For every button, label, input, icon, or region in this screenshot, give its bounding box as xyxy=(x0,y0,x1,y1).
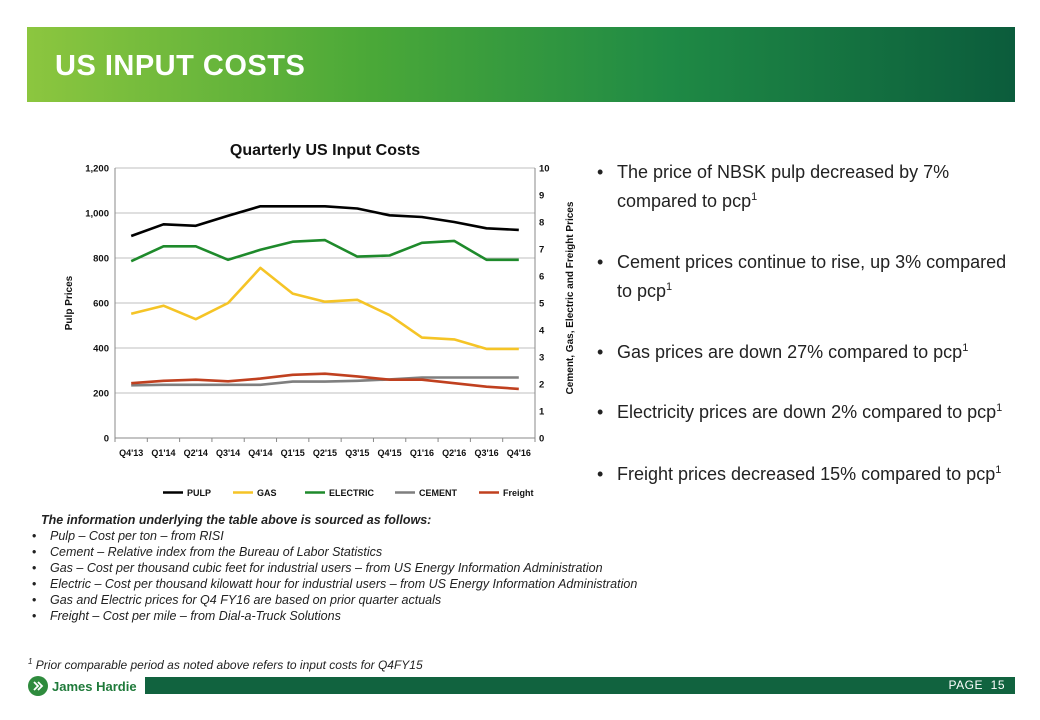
legend-label-pulp: PULP xyxy=(187,488,211,498)
y-tick-label: 800 xyxy=(93,254,109,265)
y-tick-label: 1,200 xyxy=(85,164,109,175)
y-tick-label: 600 xyxy=(93,299,109,310)
bullet-cement-text: Cement prices continue to rise, up 3% co… xyxy=(617,252,1007,301)
x-tick-label: Q4'16 xyxy=(507,448,531,458)
y-tick-label: 1,000 xyxy=(85,209,109,220)
x-tick-label: Q1'14 xyxy=(151,448,175,458)
bullet-pulp-text: The price of NBSK pulp decreased by 7% c… xyxy=(617,162,950,211)
x-tick-label: Q3'15 xyxy=(345,448,369,458)
y2-axis-title: Cement, Gas, Electric and Freight Prices xyxy=(565,201,576,394)
y2-tick-label: 9 xyxy=(539,191,544,202)
x-tick-label: Q4'15 xyxy=(378,448,402,458)
bullet-electricity: • Electricity prices are down 2% compared… xyxy=(597,402,1003,422)
x-tick-label: Q1'15 xyxy=(281,448,305,458)
source-item: • Pulp – Cost per ton – from RISI xyxy=(32,529,224,543)
input-costs-chart: Quarterly US Input Costs 0 200 400 600 800 1,0… xyxy=(64,142,576,498)
legend-label-freight: Freight xyxy=(503,488,534,498)
y2-tick-label: 2 xyxy=(539,380,544,391)
x-tick-label: Q2'16 xyxy=(442,448,466,458)
x-tick-label: Q3'14 xyxy=(216,448,240,458)
legend-label-gas: GAS xyxy=(257,488,277,498)
bullet-cement-sup: 1 xyxy=(666,281,673,293)
source-item-text: Freight – Cost per mile – from Dial-a-Tr… xyxy=(50,609,341,623)
source-item: • Gas – Cost per thousand cubic feet for … xyxy=(32,561,603,575)
bullet-electricity-sup: 1 xyxy=(996,402,1003,414)
bullet-gas: • Gas prices are down 27% compared to pcp… xyxy=(597,342,969,362)
footnote: 1 Prior comparable period as noted above… xyxy=(28,657,423,673)
source-item-text: Gas and Electric prices for Q4 FY16 are … xyxy=(50,593,442,607)
source-item: • Gas and Electric prices for Q4 FY16 are… xyxy=(32,593,442,607)
legend-label-electric: ELECTRIC xyxy=(329,488,375,498)
series-line-cement xyxy=(131,376,519,387)
y2-tick-label: 4 xyxy=(539,326,545,337)
source-item: • Freight – Cost per mile – from Dial-a-T… xyxy=(32,609,341,623)
y-tick-label: 200 xyxy=(93,389,109,400)
bullet-gas-text: Gas prices are down 27% compared to pcp xyxy=(617,342,963,362)
source-item: • Electric – Cost per thousand kilowatt h… xyxy=(32,577,638,591)
series-line-pulp xyxy=(130,205,519,238)
x-tick-label: Q3'16 xyxy=(474,448,498,458)
series-line-freight xyxy=(131,372,519,391)
y2-tick-label: 3 xyxy=(539,353,544,364)
page-label-text: PAGE xyxy=(948,678,983,692)
footer-bar: PAGE 15 xyxy=(145,677,1015,694)
y2-tick-label: 1 xyxy=(539,407,545,418)
source-item: • Cement – Relative index from the Bureau… xyxy=(32,545,383,559)
x-tick-label: Q2'14 xyxy=(184,448,208,458)
sources-section: The information underlying the table abo… xyxy=(30,512,750,624)
bullet-freight: • Freight prices decreased 15% compared t… xyxy=(597,464,1002,484)
source-item-text: Gas – Cost per thousand cubic feet for i… xyxy=(50,561,603,575)
header-bar: US INPUT COSTS xyxy=(27,27,1015,102)
page-number-value: 15 xyxy=(990,678,1005,692)
y-tick-label: 400 xyxy=(93,344,109,355)
y2-tick-label: 8 xyxy=(539,218,544,229)
key-points: • The price of NBSK pulp decreased by 7% … xyxy=(595,158,1025,520)
y2-tick-label: 7 xyxy=(539,245,544,256)
bullet-gas-sup: 1 xyxy=(962,342,969,354)
bullet-electricity-text: Electricity prices are down 2% compared … xyxy=(617,402,997,422)
bullet-cement: • Cement prices continue to rise, up 3% c… xyxy=(597,252,1007,301)
footnote-text: Prior comparable period as noted above r… xyxy=(32,658,423,672)
bullet-pulp-sup: 1 xyxy=(751,191,758,203)
logo-mark-glyph xyxy=(29,677,47,695)
series-line-electric xyxy=(130,238,519,263)
bullet-pulp: • The price of NBSK pulp decreased by 7% … xyxy=(597,162,950,211)
logo-icon xyxy=(28,676,48,696)
y2-tick-label: 6 xyxy=(539,272,544,283)
y2-tick-label: 5 xyxy=(539,299,545,310)
logo-text: James Hardie xyxy=(52,678,137,694)
bullet-freight-sup: 1 xyxy=(995,464,1002,476)
chart-title: Quarterly US Input Costs xyxy=(230,142,420,159)
legend-label-cement: CEMENT xyxy=(419,488,458,498)
y2-tick-label: 10 xyxy=(539,164,550,175)
source-item-text: Pulp – Cost per ton – from RISI xyxy=(50,529,224,543)
x-tick-label: Q4'14 xyxy=(248,448,272,458)
x-tick-label: Q1'16 xyxy=(410,448,434,458)
company-logo: James Hardie xyxy=(28,676,137,696)
bullet-freight-text: Freight prices decreased 15% compared to… xyxy=(617,464,996,484)
source-item-text: Electric – Cost per thousand kilowatt ho… xyxy=(50,577,638,591)
x-tick-label: Q2'15 xyxy=(313,448,337,458)
series-line-gas xyxy=(130,266,519,351)
sources-title: The information underlying the table abo… xyxy=(41,513,432,527)
y-axis-title: Pulp Prices xyxy=(64,275,75,330)
footnote-sup: 1 xyxy=(28,657,33,666)
y2-tick-label: 0 xyxy=(539,434,544,445)
page-number: PAGE 15 xyxy=(949,678,1006,692)
y-tick-label: 0 xyxy=(104,434,109,445)
source-item-text: Cement – Relative index from the Bureau … xyxy=(50,545,383,559)
x-tick-label: Q4'13 xyxy=(119,448,143,458)
page-title: US INPUT COSTS xyxy=(55,50,306,82)
